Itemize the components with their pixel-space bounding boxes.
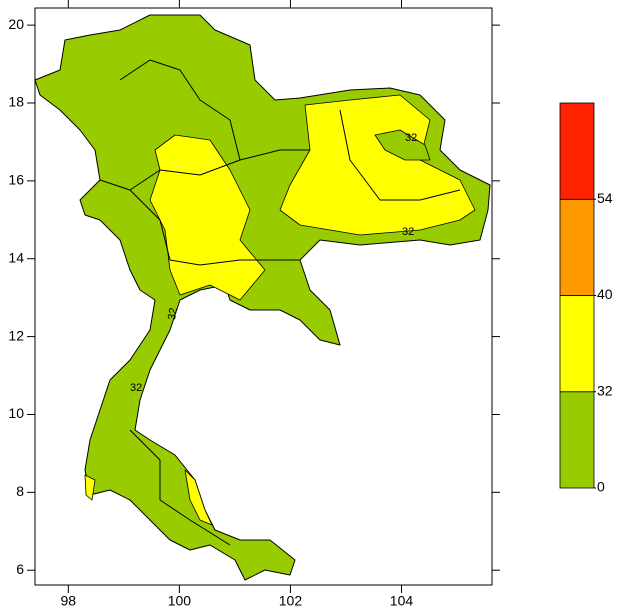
axes: 98 100 102 104 6 8 10 12 14 16 18 20 bbox=[8, 0, 500, 609]
x-tick-label: 104 bbox=[390, 593, 414, 609]
contour-label: 32 bbox=[402, 226, 414, 238]
high-zone bbox=[184, 469, 213, 526]
y-tick-label: 20 bbox=[8, 16, 24, 32]
colorbar-label: 0 bbox=[597, 479, 605, 495]
colorbar-segment bbox=[559, 295, 595, 393]
high-zone bbox=[279, 94, 476, 236]
contour-label: 32 bbox=[166, 307, 180, 321]
y-tick-label: 8 bbox=[16, 483, 24, 499]
x-tick-label: 98 bbox=[61, 593, 77, 609]
high-zone bbox=[84, 474, 96, 501]
colorbar-label: 40 bbox=[597, 286, 613, 302]
y-tick-label: 6 bbox=[16, 561, 24, 577]
x-tick-label: 102 bbox=[279, 593, 303, 609]
contour-label: 32 bbox=[130, 382, 142, 394]
high-zone bbox=[149, 134, 266, 301]
colorbar-label: 54 bbox=[597, 190, 613, 206]
contour-label: 32 bbox=[405, 132, 417, 144]
y-tick-label: 18 bbox=[8, 94, 24, 110]
colorbar-segment bbox=[559, 102, 595, 200]
y-tick-label: 16 bbox=[8, 172, 24, 188]
colorbar-segment bbox=[559, 198, 595, 296]
colorbar: 0 32 40 54 bbox=[559, 102, 613, 495]
y-tick-label: 12 bbox=[8, 327, 24, 343]
province-border bbox=[339, 109, 461, 201]
colorbar-label: 32 bbox=[597, 382, 613, 398]
province-border bbox=[129, 429, 231, 546]
x-tick-label: 100 bbox=[168, 593, 192, 609]
y-tick-label: 14 bbox=[8, 249, 24, 265]
colorbar-segment bbox=[559, 391, 595, 489]
country-map bbox=[34, 14, 491, 581]
province-border bbox=[119, 59, 241, 161]
low-zone bbox=[374, 129, 431, 161]
y-tick-label: 10 bbox=[8, 405, 24, 421]
province-border bbox=[129, 189, 300, 266]
